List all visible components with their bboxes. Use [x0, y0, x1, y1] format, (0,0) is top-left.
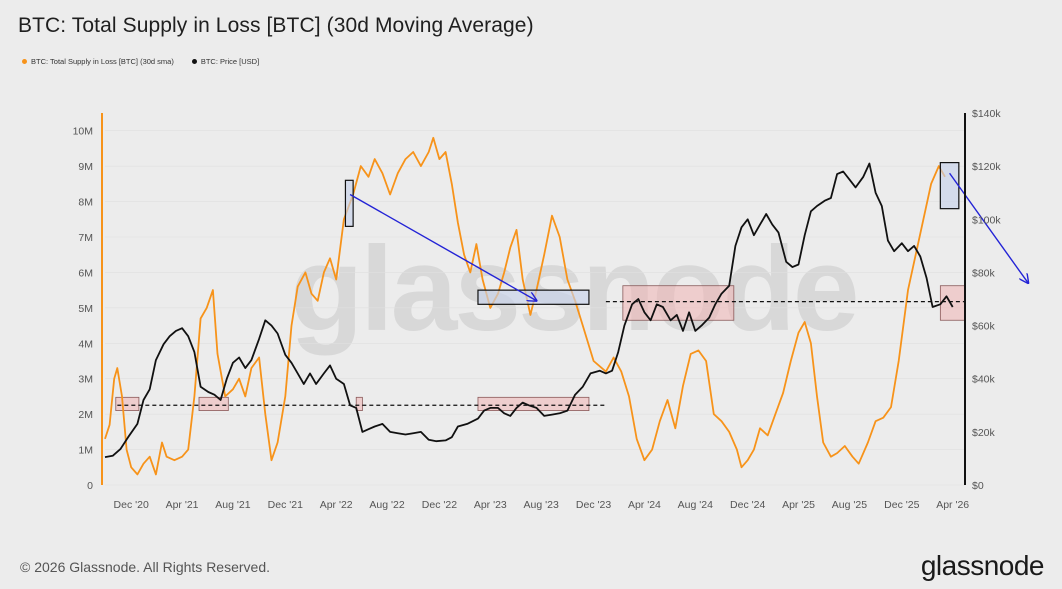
x-tick-Aug '23: Aug '23	[524, 499, 559, 511]
y-right-tick-$40k: $40k	[972, 374, 996, 386]
pink-zone-box-3	[477, 396, 590, 412]
x-tick-Apr '24: Apr '24	[628, 499, 661, 511]
x-tick-Aug '22: Aug '22	[369, 499, 404, 511]
y-left-tick-6M: 6M	[78, 267, 93, 279]
x-tick-Aug '21: Aug '21	[215, 499, 250, 511]
y-left-tick-10M: 10M	[73, 126, 93, 138]
legend-orange-dot-icon	[22, 59, 27, 64]
x-tick-Dec '20: Dec '20	[114, 499, 149, 511]
x-tick-Dec '22: Dec '22	[422, 499, 457, 511]
x-tick-Apr '22: Apr '22	[320, 499, 353, 511]
copyright-footer: © 2026 Glassnode. All Rights Reserved.	[20, 559, 271, 575]
x-tick-Dec '23: Dec '23	[576, 499, 611, 511]
x-tick-Aug '25: Aug '25	[832, 499, 867, 511]
chart-area: glassnode 0 1M 2M 3M 4M 5M 6M 7M 8M 9M 10M $0 $20k $4…	[73, 108, 1062, 511]
glassnode-watermark: glassnode	[290, 222, 857, 356]
x-tick-Dec '24: Dec '24	[730, 499, 765, 511]
x-tick-Aug '24: Aug '24	[678, 499, 713, 511]
legend-label-price: BTC: Price [USD]	[200, 57, 260, 66]
y-right-tick-$100k: $100k	[972, 214, 1001, 226]
highlight-box-2	[939, 162, 960, 210]
legend-item-supply-loss[interactable]: BTC: Total Supply in Loss [BTC] (30d sma…	[22, 57, 174, 66]
pink-zone-box-2	[355, 396, 363, 412]
x-tick-Apr '21: Apr '21	[166, 499, 199, 511]
x-tick-Apr '23: Apr '23	[474, 499, 507, 511]
pink-zone-box-0	[115, 396, 140, 412]
y-left-tick-8M: 8M	[78, 197, 93, 209]
trend-arrow-1	[949, 172, 1029, 283]
legend-black-dot-icon	[191, 59, 197, 64]
price-line	[104, 162, 954, 458]
pink-zone-box-5	[939, 285, 966, 321]
pink-zone-box-1	[198, 396, 229, 412]
y-right-tick-$140k: $140k	[972, 108, 1001, 120]
y-right-tick-$20k: $20k	[972, 427, 996, 439]
legend-label-supply-loss: BTC: Total Supply in Loss [BTC] (30d sma…	[31, 57, 174, 66]
y-left-tick-9M: 9M	[78, 161, 93, 173]
annotation-overlays	[117, 162, 1029, 406]
x-tick-Dec '21: Dec '21	[268, 499, 303, 511]
y-left-tick-7M: 7M	[78, 232, 93, 244]
x-tick-Apr '25: Apr '25	[782, 499, 815, 511]
annotation-boxes	[115, 285, 966, 412]
y-right-tick-$120k: $120k	[972, 161, 1001, 173]
y-left-tick-2M: 2M	[78, 409, 93, 421]
y-right-tick-$0: $0	[972, 480, 984, 492]
gridlines	[105, 130, 965, 486]
highlight-box-1	[477, 289, 590, 305]
y-left-tick-1M: 1M	[78, 445, 93, 457]
y-left-tick-0: 0	[87, 480, 93, 492]
y-left-tick-3M: 3M	[78, 374, 93, 386]
x-tick-Dec '25: Dec '25	[884, 499, 919, 511]
legend-item-price[interactable]: BTC: Price [USD]	[191, 57, 260, 66]
y-right-tick-$80k: $80k	[972, 267, 996, 279]
highlight-box-0	[344, 179, 354, 227]
y-left-tick-5M: 5M	[78, 303, 93, 315]
trend-arrow-0	[349, 193, 536, 300]
y-left-tick-4M: 4M	[78, 338, 93, 350]
x-tick-Apr '26: Apr '26	[936, 499, 969, 511]
chart-legend: BTC: Total Supply in Loss [BTC] (30d sma…	[22, 57, 259, 66]
axes: 0 1M 2M 3M 4M 5M 6M 7M 8M 9M 10M $0 $20k $40k $60k $80k…	[73, 108, 1002, 511]
glassnode-logo: glassnode	[920, 550, 1045, 581]
y-right-tick-$60k: $60k	[972, 321, 996, 333]
chart-title: BTC: Total Supply in Loss [BTC] (30d Mov…	[18, 14, 534, 37]
